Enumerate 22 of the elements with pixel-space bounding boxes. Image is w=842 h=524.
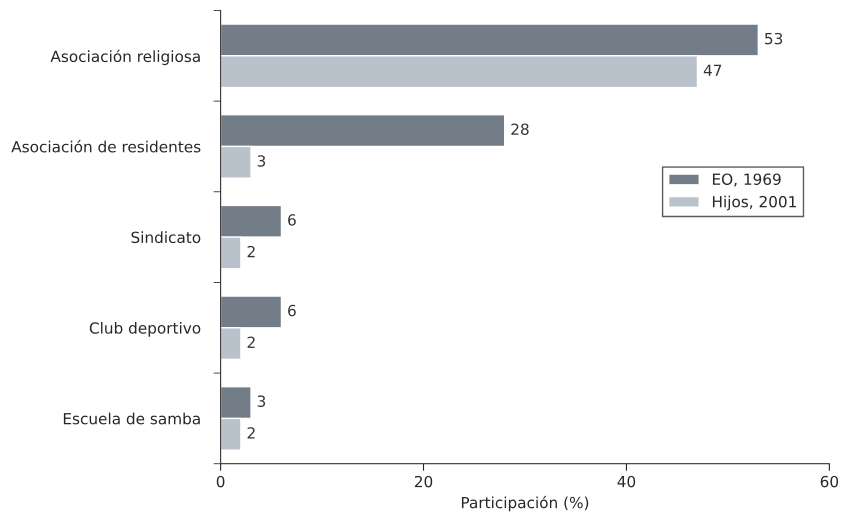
legend-label: Hijos, 2001 [712, 196, 796, 210]
data-label: 6 [288, 214, 296, 226]
y-tick-label: Asociación religiosa [50, 50, 200, 66]
x-tick-label: 40 [617, 476, 636, 488]
data-label: 2 [248, 246, 255, 258]
data-label: 2 [248, 427, 255, 438]
data-label: 28 [511, 123, 529, 136]
y-tick-label: Sindicato [132, 231, 200, 244]
data-label: 6 [288, 304, 296, 316]
data-label: 2 [248, 336, 255, 348]
legend-label: EO, 1969 [712, 173, 781, 187]
x-tick-label: 0 [216, 476, 224, 488]
x-tick-label: 20 [414, 476, 432, 488]
data-label: 3 [258, 395, 266, 407]
y-tick-label: Escuela de samba [64, 412, 200, 424]
data-label: 47 [704, 64, 722, 76]
y-tick-label: Asociación de residentes [11, 140, 200, 152]
y-tick-label: Club deportivo [90, 322, 200, 337]
x-tick-label: 60 [820, 476, 838, 488]
data-label: 53 [765, 32, 782, 44]
x-axis-title: Participación (%) [462, 496, 588, 512]
data-label: 3 [258, 155, 266, 167]
